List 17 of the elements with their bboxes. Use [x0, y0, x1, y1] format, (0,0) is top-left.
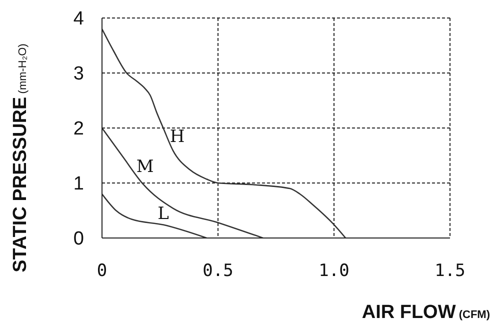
series-label: H: [170, 127, 185, 147]
y-tick-label: 3: [73, 64, 84, 85]
y-tick-label: 0: [73, 228, 84, 250]
x-tick-label: 1.0: [318, 261, 350, 282]
y-tick-label: 1: [73, 174, 84, 195]
line-series: [102, 127, 264, 238]
line-series: [102, 193, 208, 238]
x-tick-label: 1.5: [434, 261, 466, 282]
x-axis-title: AIR FLOW (CFM): [362, 302, 490, 323]
y-axis-title: STATIC PRESSURE (mm-H₂O): [10, 44, 31, 272]
y-tick-label: 4: [73, 8, 84, 30]
series-label: M: [136, 157, 154, 178]
x-tick-label: 0: [96, 261, 108, 282]
x-tick-label: 0.5: [202, 261, 234, 282]
y-tick-label: 2: [73, 118, 84, 140]
line-series: [102, 28, 346, 238]
series-label: L: [158, 204, 169, 224]
